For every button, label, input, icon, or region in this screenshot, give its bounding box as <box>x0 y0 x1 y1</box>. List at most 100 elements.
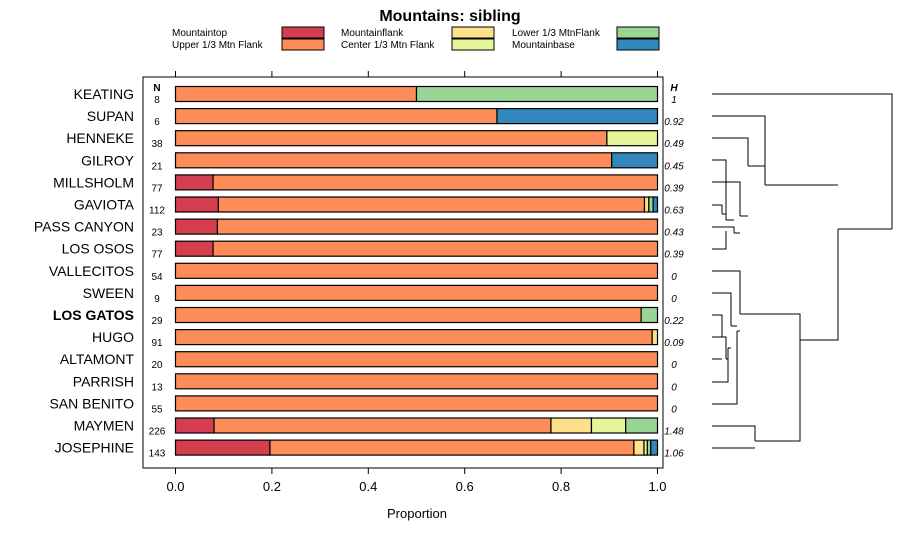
bar-segment-upper-1-3-mtn-flank <box>216 218 659 235</box>
dendrogram-branch <box>712 137 749 166</box>
row-los-osos: LOS OSOS 77 0.39 <box>62 240 684 261</box>
legend-label-upper-1-3-mtn-flank: Upper 1/3 Mtn Flank <box>172 40 264 51</box>
row-label: MAYMEN <box>74 418 134 434</box>
bar-segment-upper-1-3-mtn-flank <box>269 439 635 456</box>
bar-segment-upper-1-3-mtn-flank <box>213 417 552 434</box>
h-value: 0.49 <box>664 139 684 150</box>
h-value: 0 <box>671 272 677 283</box>
row-label: SAN BENITO <box>49 395 134 411</box>
dendrogram-branch <box>740 313 801 340</box>
row-label: VALLECITOS <box>49 263 134 279</box>
h-value: 0 <box>671 360 677 371</box>
bar-segment-mountaintop <box>174 439 271 456</box>
h-value: 0.63 <box>664 206 684 217</box>
row-vallecitos: VALLECITOS 54 0 <box>49 262 677 283</box>
row-label: JOSEPHINE <box>55 440 134 456</box>
bar-segment-upper-1-3-mtn-flank <box>212 240 659 257</box>
bar-segment-upper-1-3-mtn-flank <box>174 395 659 412</box>
dendrogram-branch <box>712 115 766 185</box>
dendrogram-branch <box>712 425 756 441</box>
n-value: 21 <box>151 161 163 172</box>
dendrogram-branch <box>712 336 727 359</box>
h-value: 0.92 <box>664 117 684 128</box>
h-value: 0.09 <box>664 338 684 349</box>
h-value: 0.39 <box>664 250 684 261</box>
row-millsholm: MILLSHOLM 77 0.39 <box>53 174 684 194</box>
bar-segment-upper-1-3-mtn-flank <box>174 329 653 346</box>
bar-segment-upper-1-3-mtn-flank <box>174 306 642 324</box>
bar-segment-upper-1-3-mtn-flank <box>174 107 498 125</box>
bar-segment-center-1-3-mtn-flank <box>606 130 659 147</box>
row-label: MILLSHOLM <box>53 174 134 190</box>
legend-label-mountainflank: Mountainflank <box>341 28 404 39</box>
x-tick-label: 0.2 <box>263 479 281 494</box>
row-altamont: ALTAMONT 20 0 <box>60 351 677 371</box>
row-label: GAVIOTA <box>74 197 135 213</box>
legend-swatch-mountaintop <box>281 26 325 39</box>
bar-segment-mountainflank <box>643 196 650 213</box>
row-label: KEATING <box>74 86 134 102</box>
legend-label-lower-1-3-mtnflank: Lower 1/3 MtnFlank <box>512 28 601 39</box>
dendrogram-branch <box>712 226 735 233</box>
x-axis-label: Proportion <box>387 506 447 521</box>
row-josephine: JOSEPHINE 143 1.06 <box>55 439 684 460</box>
dendrogram <box>712 93 893 449</box>
h-value: 1.48 <box>664 427 684 438</box>
bar-segment-upper-1-3-mtn-flank <box>212 174 659 191</box>
dendrogram-branch <box>712 231 727 250</box>
dendrogram-branch <box>800 229 839 341</box>
n-value: 143 <box>149 449 166 460</box>
row-label: SWEEN <box>83 285 134 301</box>
row-label: GILROY <box>81 152 135 168</box>
n-value: 20 <box>151 360 163 371</box>
dendrogram-branch <box>712 159 727 220</box>
n-value: 54 <box>151 272 163 283</box>
legend-label-mountaintop: Mountaintop <box>172 28 227 39</box>
row-sween: SWEEN 9 0 <box>83 284 677 305</box>
n-header: N <box>153 83 160 94</box>
bar-segment-mountaintop <box>174 218 219 235</box>
bar-segment-mountaintop <box>174 240 214 257</box>
h-value: 0.45 <box>664 161 684 172</box>
dendrogram-branch <box>755 340 801 442</box>
row-label: LOS GATOS <box>53 307 134 323</box>
legend-label-center-1-3-mtn-flank: Center 1/3 Mtn Flank <box>341 40 435 51</box>
chart-title: Mountains: sibling <box>379 8 520 25</box>
n-value: 91 <box>151 338 163 349</box>
row-label: LOS OSOS <box>62 241 134 257</box>
legend-swatch-center-1-3-mtn-flank <box>451 38 495 51</box>
row-maymen: MAYMEN 226 1.48 <box>74 417 684 438</box>
h-value: 0 <box>671 404 677 415</box>
plot-frame <box>142 76 664 469</box>
dendrogram-branch <box>712 204 723 214</box>
bar-segment-upper-1-3-mtn-flank <box>174 130 608 147</box>
legend-swatch-mountainflank <box>451 26 495 39</box>
bar-segment-mountainflank <box>633 439 645 456</box>
x-tick-label: 0.6 <box>456 479 474 494</box>
x-tick-label: 0.4 <box>359 479 377 494</box>
bar-segment-mountaintop <box>174 417 215 434</box>
dendrogram-branch <box>712 270 741 314</box>
bar-segment-mountainbase <box>611 152 659 169</box>
row-san-benito: SAN BENITO 55 0 <box>49 395 677 415</box>
bar-segment-upper-1-3-mtn-flank <box>174 85 418 103</box>
h-value: 0.22 <box>664 316 684 327</box>
row-hugo: HUGO 91 0.09 <box>92 329 684 349</box>
h-value: 1.06 <box>664 449 684 460</box>
n-value: 8 <box>154 95 160 106</box>
n-value: 29 <box>151 316 163 327</box>
row-pass-canyon: PASS CANYON 23 0.43 <box>34 218 684 239</box>
bar-segment-lower-1-3-mtnflank <box>415 85 659 103</box>
legend-swatch-upper-1-3-mtn-flank <box>281 38 325 51</box>
x-tick-label: 1.0 <box>648 479 666 494</box>
n-value: 77 <box>151 183 163 194</box>
row-label: ALTAMONT <box>60 351 135 367</box>
row-label: SUPAN <box>87 108 134 124</box>
row-parrish: PARRISH 13 0 <box>73 373 677 393</box>
legend-swatch-lower-1-3-mtnflank <box>616 26 660 39</box>
legend-swatch-mountainbase <box>616 38 660 51</box>
n-value: 112 <box>149 206 165 217</box>
dendrogram-branch <box>712 314 723 337</box>
dendrogram-branch <box>712 181 741 216</box>
bar-rows: KEATING 8 1 SUPAN 6 0.92 HENNEKE 38 0.49 GILROY 21… <box>34 85 684 460</box>
